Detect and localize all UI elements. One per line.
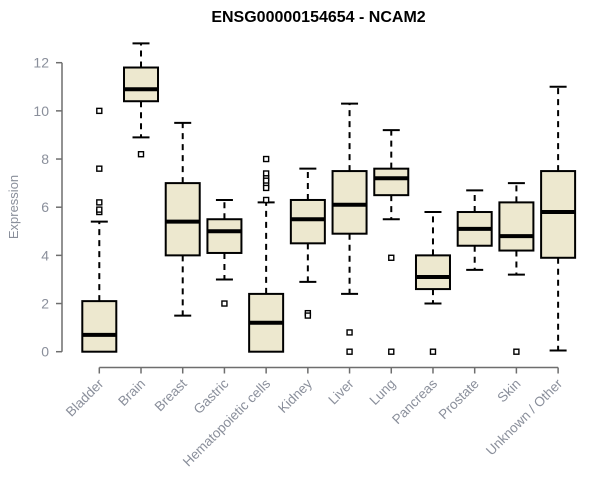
outlier-skin bbox=[513, 348, 520, 355]
x-category-label: Prostate bbox=[436, 376, 482, 422]
x-category-label: Liver bbox=[325, 376, 357, 408]
y-tick-label: 2 bbox=[41, 296, 49, 312]
outlier-hematopoietic-cells bbox=[262, 196, 270, 204]
box-kidney bbox=[289, 198, 326, 245]
y-tick-label: 4 bbox=[41, 247, 49, 263]
box-pancreas bbox=[414, 254, 451, 291]
x-category-label: Kidney bbox=[275, 376, 315, 416]
outlier-bladder bbox=[96, 107, 103, 115]
box-bladder bbox=[81, 300, 118, 353]
outlier-pancreas bbox=[429, 348, 437, 355]
x-category-label: Bladder bbox=[63, 376, 107, 420]
x-category-label: Skin bbox=[494, 376, 523, 405]
chart-title: ENSG00000154654 - NCAM2 bbox=[211, 9, 426, 26]
x-category-label: Unknown / Other bbox=[483, 376, 566, 459]
x-category-label: Gastric bbox=[191, 376, 232, 417]
box-unknown-other bbox=[540, 170, 577, 259]
box-gastric bbox=[206, 218, 243, 254]
x-category-label: Lung bbox=[367, 376, 399, 408]
x-category-label: Brain bbox=[115, 376, 148, 409]
x-category-label: Breast bbox=[152, 376, 190, 414]
outlier-hematopoietic-cells bbox=[262, 184, 270, 192]
x-category-label: Pancreas bbox=[389, 376, 440, 427]
y-tick-label: 10 bbox=[33, 103, 49, 119]
box-breast bbox=[164, 182, 201, 257]
y-tick-label: 0 bbox=[41, 344, 49, 360]
box-brain bbox=[123, 66, 160, 103]
outlier-gastric bbox=[221, 300, 228, 307]
y-tick-label: 6 bbox=[41, 199, 49, 215]
outlier-hematopoietic-cells bbox=[262, 155, 270, 163]
outlier-lung bbox=[388, 254, 395, 261]
outlier-bladder bbox=[96, 206, 103, 213]
y-tick-label: 8 bbox=[41, 151, 49, 167]
outlier-liver bbox=[346, 329, 353, 336]
outlier-bladder bbox=[96, 199, 103, 206]
outlier-brain bbox=[137, 151, 145, 158]
outlier-kidney bbox=[304, 312, 312, 319]
box-skin bbox=[498, 201, 535, 252]
box-liver bbox=[331, 170, 368, 235]
outlier-bladder bbox=[96, 165, 103, 172]
box-lung bbox=[373, 167, 410, 197]
y-tick-label: 12 bbox=[33, 55, 49, 71]
outlier-lung bbox=[388, 348, 395, 355]
outlier-liver bbox=[346, 348, 353, 355]
